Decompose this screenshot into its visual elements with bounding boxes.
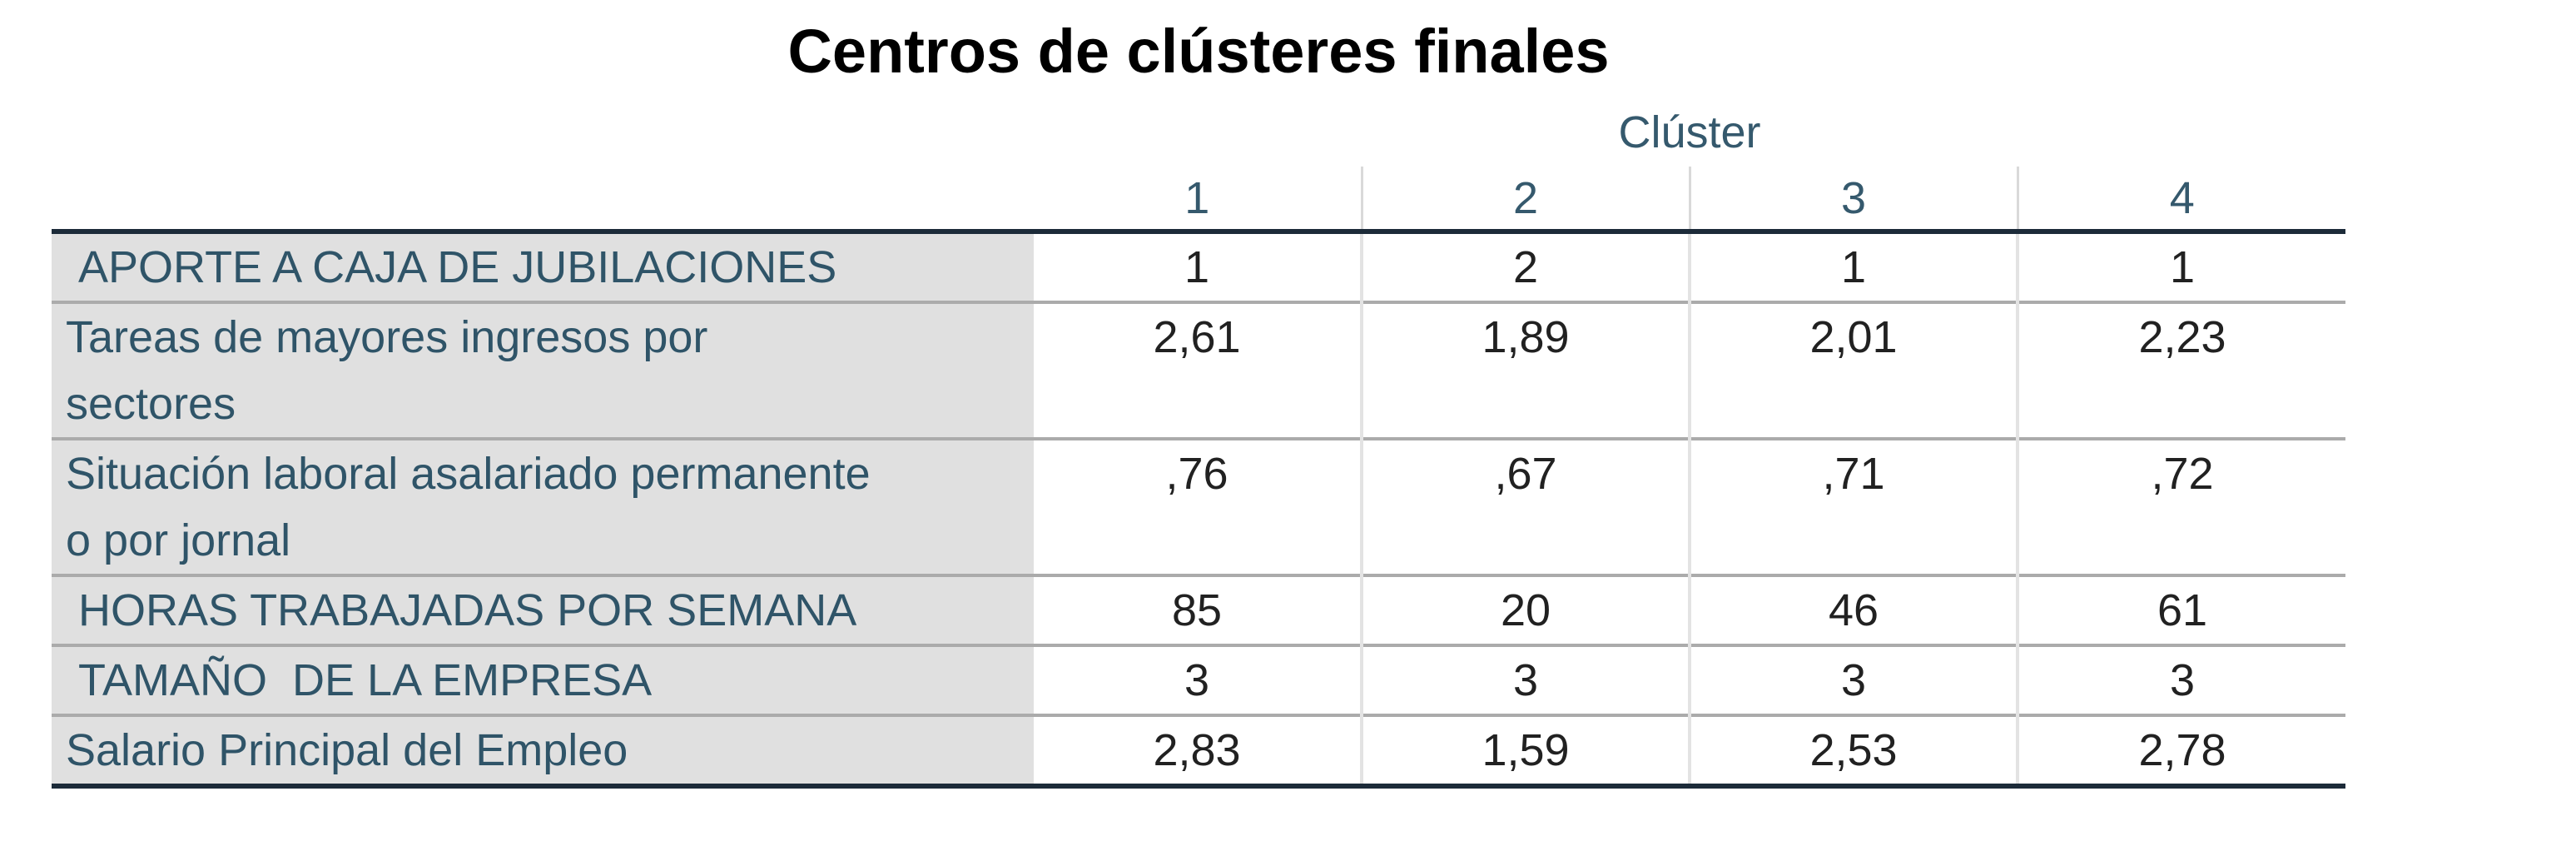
table-title: Centros de clústeres finales [787,17,1610,86]
table-row: TAMAÑO DE LA EMPRESA 3 3 3 3 [52,644,2345,715]
row-label: Tareas de mayores ingresos por sectores [52,301,1034,439]
row-label: TAMAÑO DE LA EMPRESA [52,644,1034,715]
cell-value: 2,83 [1034,714,1362,789]
table-row: HORAS TRABAJADAS POR SEMANA 85 20 46 61 [52,574,2345,645]
header-stub-cell [52,167,1034,234]
column-header-1: 1 [1034,167,1362,234]
cell-value: 2,23 [2016,301,2345,439]
cell-value: 61 [2016,574,2345,645]
cell-value: 3 [1034,644,1362,715]
table-header: Clúster 1 2 3 4 [52,98,2345,234]
column-header-4: 4 [2016,167,2345,234]
cell-value: 2,61 [1034,301,1362,439]
table-row: APORTE A CAJA DE JUBILACIONES 1 2 1 1 [52,231,2345,302]
table-row: Salario Principal del Empleo 2,83 1,59 2… [52,714,2345,789]
table-row: Tareas de mayores ingresos por sectores … [52,301,2345,439]
cluster-spanner-label: Clúster [1618,107,1761,157]
cell-value: 1 [1688,231,2018,302]
cell-value: 1 [1184,242,1210,292]
row-label: APORTE A CAJA DE JUBILACIONES [52,231,1034,302]
cell-value: 1,59 [1360,714,1690,789]
table-body: APORTE A CAJA DE JUBILACIONES 1 2 1 1 Ta… [52,231,2345,789]
cell-value: 2 [1360,231,1690,302]
cell-value: 3 [2016,644,2345,715]
cell-value: 1,89 [1360,301,1690,439]
header-corner-cell [52,98,1034,167]
cell-value: 3 [1688,644,2018,715]
cell-value: 20 [1360,574,1690,645]
final-cluster-centers-table: Clúster 1 2 3 4 APORTE A CAJA DE JUBILAC… [52,98,2345,789]
cell-value: ,71 [1688,437,2018,575]
spanner-row: Clúster [52,98,2345,167]
cell-value: ,76 [1034,437,1362,575]
cell-value: 85 [1034,574,1362,645]
cell-value: ,72 [2016,437,2345,575]
cell-value: 3 [1360,644,1690,715]
column-header-row: 1 2 3 4 [52,167,2345,234]
cell-value: 2,53 [1688,714,2018,789]
cell-value: 2,01 [1688,301,2018,439]
cell-value: ,67 [1360,437,1690,575]
column-header-3: 3 [1688,167,2018,234]
column-header-2: 2 [1360,167,1690,234]
table-row: Situación laboral asalariado permanente … [52,437,2345,575]
row-label: HORAS TRABAJADAS POR SEMANA [52,574,1034,645]
cell-value: 1 [2016,231,2345,302]
cell-value: 46 [1688,574,2018,645]
row-label: Situación laboral asalariado permanente … [52,437,1034,575]
row-label: Salario Principal del Empleo [52,714,1034,789]
cell-value: 2,78 [2016,714,2345,789]
